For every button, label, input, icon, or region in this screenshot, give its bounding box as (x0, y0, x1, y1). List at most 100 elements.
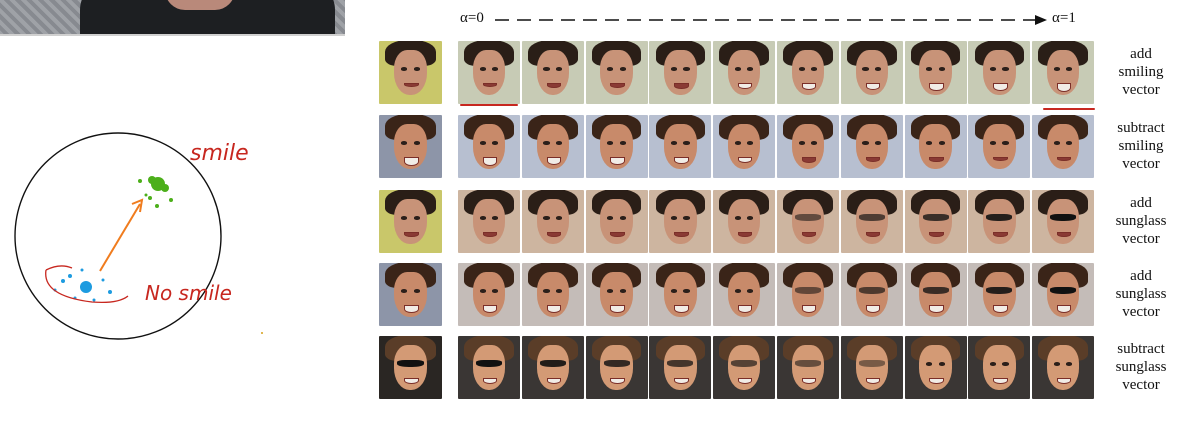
face-image (777, 190, 839, 253)
face-mouth (929, 377, 944, 385)
smile-point (169, 198, 173, 202)
face-eye (671, 67, 678, 71)
face-image (840, 263, 903, 326)
sunglasses (794, 213, 821, 221)
face-eye (543, 289, 550, 293)
face-mouth (801, 82, 817, 90)
face-image (777, 41, 839, 104)
face-eye (479, 216, 486, 220)
face-eye (413, 216, 420, 220)
no-smile-cluster-outline (45, 269, 129, 304)
face-mouth (737, 82, 753, 90)
row-label: add smiling vector (1108, 45, 1174, 99)
face-mouth (1056, 377, 1072, 385)
face-image (585, 115, 648, 178)
face-image (458, 336, 520, 399)
face-image (968, 190, 1031, 253)
face-image (840, 115, 903, 178)
face-eye (555, 216, 563, 220)
face-mouth (929, 156, 944, 162)
face-skin (536, 49, 569, 96)
face-image (458, 41, 520, 104)
smile-point (161, 184, 169, 192)
face-image (649, 190, 712, 253)
face-mouth (737, 377, 753, 385)
row-label-line: vector (1122, 304, 1160, 320)
face-image (585, 263, 648, 326)
face-eye (413, 289, 420, 293)
face-eye (619, 141, 626, 145)
face-eye (607, 67, 614, 71)
face-mouth (929, 231, 944, 237)
face-eye (862, 67, 869, 71)
no-smile-point (101, 278, 105, 282)
face-mouth (482, 231, 498, 237)
face-image (1032, 190, 1095, 253)
face-image (777, 115, 839, 178)
face-mouth (993, 377, 1008, 385)
face-eye (401, 216, 408, 220)
face-image (379, 190, 442, 253)
face-eye (543, 216, 550, 220)
face-mouth (801, 304, 817, 313)
face-skin (472, 198, 506, 245)
face-eye (747, 141, 754, 145)
face-eye (734, 289, 742, 293)
no-smile-annotation: No smile (145, 281, 232, 305)
face-eye (479, 289, 486, 293)
face-eye (1053, 141, 1061, 145)
sunglasses (858, 359, 885, 367)
smile-point (155, 204, 159, 208)
face-image (713, 263, 776, 326)
face-image (379, 263, 442, 326)
face-skin (855, 123, 888, 170)
face-skin (1047, 198, 1080, 245)
face-mouth (482, 377, 498, 385)
face-skin (394, 49, 427, 96)
presenter-chin (165, 0, 235, 10)
row-label: subtract sunglass vector (1108, 340, 1174, 394)
face-skin (919, 198, 952, 245)
face-image (585, 336, 648, 399)
face-skin (791, 198, 825, 245)
face-skin (600, 198, 633, 245)
face-eye (607, 289, 614, 293)
sunglasses (794, 286, 821, 294)
face-mouth (929, 82, 944, 91)
face-skin (664, 198, 697, 245)
face-eye (747, 67, 754, 71)
face-image (840, 336, 903, 399)
face-image (1032, 263, 1095, 326)
face-eye (607, 141, 614, 145)
face-eye (413, 67, 420, 71)
face-skin (472, 49, 506, 96)
face-eye (671, 216, 678, 220)
face-mouth (546, 82, 561, 88)
face-skin (1047, 123, 1080, 170)
face-eye (938, 362, 945, 366)
no-smile-point (61, 279, 65, 283)
alpha1-underline (1043, 108, 1095, 110)
smile-point (144, 193, 148, 197)
sunglasses (922, 286, 949, 294)
row-label-line: vector (1122, 377, 1160, 393)
face-skin (855, 198, 888, 245)
face-image (458, 190, 520, 253)
face-skin (983, 123, 1016, 170)
face-eye (874, 67, 882, 71)
sunglasses (1050, 213, 1077, 221)
face-mouth (546, 304, 561, 313)
sunglasses (986, 286, 1013, 294)
smile-vector-arrow (99, 203, 141, 272)
face-image (777, 263, 839, 326)
face-mouth (404, 156, 419, 166)
face-image (904, 263, 967, 326)
face-image (649, 115, 712, 178)
face-image (713, 115, 776, 178)
sunglasses (475, 359, 502, 367)
row-label-line: vector (1122, 82, 1160, 98)
row-label-line: subtract (1117, 341, 1165, 357)
no-smile-point (80, 281, 92, 293)
face-image (1032, 41, 1095, 104)
face-mouth (737, 231, 753, 237)
